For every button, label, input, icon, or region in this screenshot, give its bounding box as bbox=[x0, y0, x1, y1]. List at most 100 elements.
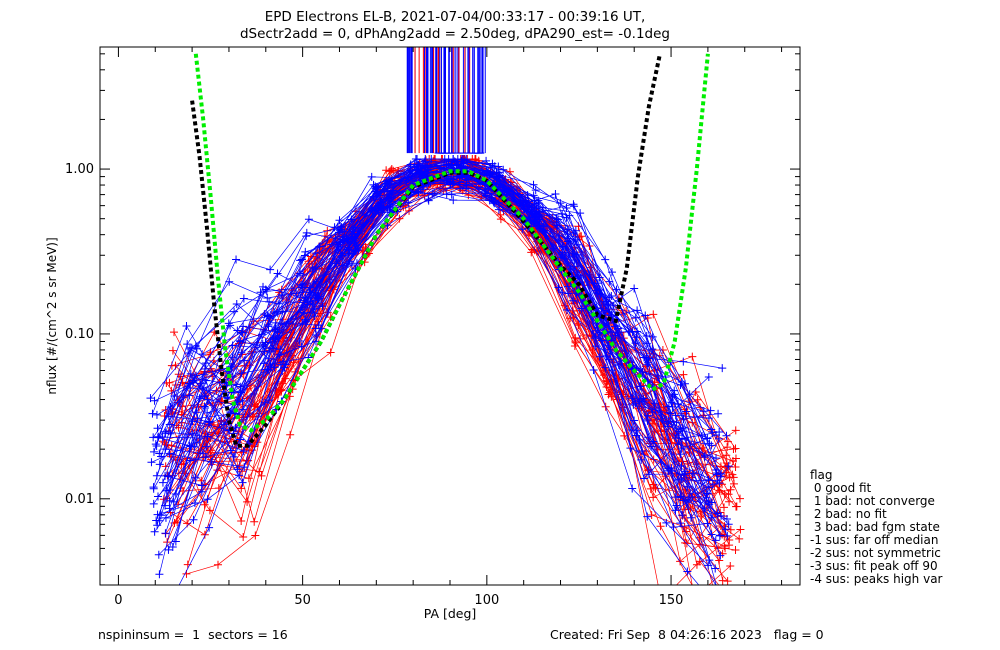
legend-item: -2 sus: not symmetric bbox=[810, 546, 941, 560]
plus-marker bbox=[523, 191, 532, 200]
plus-marker bbox=[424, 196, 433, 205]
plus-marker bbox=[644, 358, 653, 367]
plus-marker bbox=[637, 446, 646, 455]
plus-marker bbox=[721, 471, 730, 480]
plus-marker bbox=[183, 340, 192, 349]
plus-marker bbox=[556, 199, 565, 208]
plus-marker bbox=[500, 186, 509, 195]
plus-marker bbox=[200, 500, 209, 509]
y-tick-label: 1.00 bbox=[65, 162, 94, 177]
plus-marker bbox=[336, 222, 345, 231]
plus-marker bbox=[147, 458, 156, 467]
plus-marker bbox=[184, 349, 193, 358]
plus-marker bbox=[729, 479, 738, 488]
plus-marker bbox=[707, 513, 716, 522]
plus-marker bbox=[713, 476, 722, 485]
plus-marker bbox=[628, 328, 637, 337]
plus-marker bbox=[419, 182, 428, 191]
plus-marker bbox=[244, 474, 253, 483]
plus-marker bbox=[257, 471, 266, 480]
plus-marker bbox=[448, 161, 457, 170]
plus-marker bbox=[447, 190, 456, 199]
plus-marker bbox=[571, 337, 580, 346]
x-tick-label: 0 bbox=[114, 593, 122, 608]
plus-marker bbox=[714, 434, 723, 443]
plus-marker bbox=[519, 205, 528, 214]
plus-marker bbox=[165, 496, 174, 505]
plus-marker bbox=[264, 312, 273, 321]
plus-marker bbox=[202, 376, 211, 385]
plus-marker bbox=[676, 492, 685, 501]
plus-marker bbox=[191, 341, 200, 350]
plus-marker bbox=[249, 317, 258, 326]
plus-marker bbox=[203, 495, 212, 504]
plus-marker bbox=[715, 428, 724, 437]
plus-marker bbox=[344, 259, 353, 268]
fit-curve bbox=[193, 53, 710, 433]
plus-marker bbox=[736, 494, 745, 503]
plus-marker bbox=[386, 166, 395, 175]
plus-marker bbox=[647, 511, 656, 520]
plus-marker bbox=[674, 400, 683, 409]
series-sweep-line bbox=[170, 161, 722, 474]
plus-marker bbox=[213, 560, 222, 569]
plus-marker bbox=[161, 529, 170, 538]
plus-marker bbox=[558, 209, 567, 218]
plus-marker bbox=[302, 232, 311, 241]
series-sweep-line bbox=[165, 178, 700, 585]
plus-marker bbox=[688, 352, 697, 361]
plus-marker bbox=[263, 311, 272, 320]
plus-marker bbox=[731, 463, 740, 472]
plus-marker bbox=[192, 438, 201, 447]
plus-marker bbox=[239, 294, 248, 303]
plus-marker bbox=[297, 342, 306, 351]
plus-marker bbox=[724, 490, 733, 499]
plus-marker bbox=[626, 444, 635, 453]
plus-marker bbox=[162, 486, 171, 495]
y-tick-label: 0.10 bbox=[65, 327, 94, 342]
plus-marker bbox=[685, 390, 694, 399]
plus-marker bbox=[165, 504, 174, 513]
plus-marker bbox=[494, 205, 503, 214]
plus-marker bbox=[563, 282, 572, 291]
plus-marker bbox=[189, 376, 198, 385]
plus-marker bbox=[168, 346, 177, 355]
plus-marker bbox=[604, 300, 613, 309]
plus-marker bbox=[228, 341, 237, 350]
plus-marker bbox=[264, 365, 273, 374]
plus-marker bbox=[149, 499, 158, 508]
plus-marker bbox=[566, 264, 575, 273]
plus-marker bbox=[656, 522, 665, 531]
y-tick-label: 0.01 bbox=[65, 492, 94, 507]
plus-marker bbox=[726, 561, 735, 570]
series-sweep-line bbox=[152, 163, 710, 414]
plus-marker bbox=[595, 352, 604, 361]
plus-marker bbox=[224, 319, 233, 328]
series-sweep-line bbox=[158, 192, 716, 569]
plus-marker bbox=[538, 203, 547, 212]
plus-marker bbox=[569, 200, 578, 209]
plus-marker bbox=[649, 419, 658, 428]
series-sweep-line bbox=[165, 174, 722, 516]
plus-marker bbox=[708, 480, 717, 489]
plus-marker bbox=[233, 465, 242, 474]
plus-marker bbox=[225, 277, 234, 286]
plus-marker bbox=[647, 442, 656, 451]
plus-marker bbox=[662, 518, 671, 527]
plus-marker bbox=[679, 414, 688, 423]
plus-marker bbox=[683, 567, 692, 576]
plus-marker bbox=[186, 344, 195, 353]
plus-marker bbox=[158, 478, 167, 487]
plus-marker bbox=[269, 307, 278, 316]
plus-marker bbox=[237, 328, 246, 337]
x-axis-label: PA [deg] bbox=[424, 606, 477, 621]
plus-marker bbox=[266, 265, 275, 274]
plus-marker bbox=[250, 517, 259, 526]
plus-marker bbox=[724, 520, 733, 529]
plus-marker bbox=[294, 357, 303, 366]
plus-marker bbox=[148, 409, 157, 418]
plus-marker bbox=[717, 584, 719, 585]
plus-marker bbox=[259, 342, 268, 351]
plus-marker bbox=[558, 288, 567, 297]
plus-marker bbox=[189, 515, 198, 524]
